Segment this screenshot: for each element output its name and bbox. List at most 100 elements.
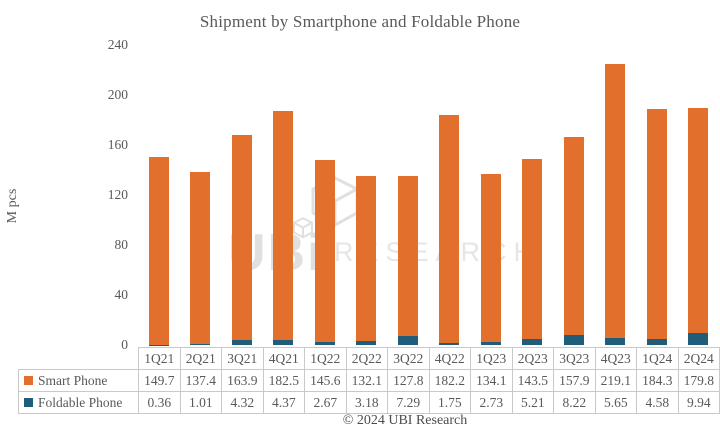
bar-segment-smart-phone xyxy=(231,134,252,340)
bar-slot-3q23 xyxy=(553,45,595,345)
legend-swatch-icon xyxy=(24,397,33,407)
bar-segment-smart-phone xyxy=(522,159,543,339)
legend-swatch-icon xyxy=(24,375,33,385)
y-tick-label: 80 xyxy=(114,237,129,252)
table-cell: 4.37 xyxy=(262,391,305,414)
table-corner-cell xyxy=(19,348,139,370)
series-name: Foldable Phone xyxy=(38,394,123,410)
table-col-header: 2Q23 xyxy=(511,347,554,370)
table-cell: 134.1 xyxy=(470,369,513,392)
bar-segment-foldable-phone xyxy=(314,341,335,345)
bar-segment-smart-phone xyxy=(439,115,460,343)
table-col-header: 2Q21 xyxy=(179,347,222,370)
table-cell: 127.8 xyxy=(387,369,430,392)
chart-data-table: 1Q21 2Q21 3Q21 4Q21 1Q22 2Q22 3Q22 4Q22 1Q23 2Q23… xyxy=(18,347,720,414)
table-cell: 5.65 xyxy=(594,391,637,414)
table-cell: 182.5 xyxy=(262,369,305,392)
bar-segment-smart-phone xyxy=(646,108,667,340)
table-col-header: 3Q21 xyxy=(221,347,264,370)
table-cell: 9.94 xyxy=(677,391,720,414)
stacked-bar xyxy=(439,115,460,345)
table-col-header: 4Q22 xyxy=(428,347,471,370)
table-cell: 4.58 xyxy=(636,391,679,414)
bar-segment-smart-phone xyxy=(273,111,294,340)
table-cell: 2.73 xyxy=(470,391,513,414)
stacked-bar xyxy=(231,134,252,345)
bar-segment-foldable-phone xyxy=(231,339,252,345)
table-col-header: 2Q24 xyxy=(677,347,720,370)
bar-segment-foldable-phone xyxy=(563,334,584,345)
table-cell: 5.21 xyxy=(511,391,554,414)
bar-segment-smart-phone xyxy=(356,175,377,342)
bar-segment-smart-phone xyxy=(397,176,418,336)
table-row-foldable-phone: Foldable Phone 0.36 1.01 4.32 4.37 2.67 3.18 7.… xyxy=(18,391,720,414)
table-col-header: 1Q23 xyxy=(470,347,513,370)
table-cell: 4.32 xyxy=(221,391,264,414)
legend-cell: Foldable Phone xyxy=(18,391,139,414)
table-col-header: 3Q22 xyxy=(387,347,430,370)
bar-slot-1q24 xyxy=(636,45,678,345)
legend-cell: Smart Phone xyxy=(18,369,139,392)
stacked-bar xyxy=(522,159,543,345)
table-cell: 7.29 xyxy=(387,391,430,414)
stacked-bar xyxy=(273,111,294,345)
bar-slot-1q23 xyxy=(470,45,512,345)
bars-container xyxy=(138,45,719,345)
table-cell: 8.22 xyxy=(553,391,596,414)
bar-segment-smart-phone xyxy=(563,137,584,335)
stacked-bar xyxy=(480,173,501,345)
table-header-row: 1Q21 2Q21 3Q21 4Q21 1Q22 2Q22 3Q22 4Q22 1Q23 2Q23… xyxy=(19,347,720,370)
bar-segment-smart-phone xyxy=(605,64,626,338)
bar-segment-foldable-phone xyxy=(397,335,418,345)
stacked-bar xyxy=(605,64,626,345)
stacked-bar xyxy=(148,157,169,345)
bar-segment-foldable-phone xyxy=(646,339,667,345)
table-cell: 0.36 xyxy=(138,391,181,414)
table-cell: 163.9 xyxy=(221,369,264,392)
table-cell: 149.7 xyxy=(138,369,181,392)
bar-segment-foldable-phone xyxy=(605,337,626,345)
table-body: Smart Phone 149.7 137.4 163.9 182.5 145.6 132.… xyxy=(18,369,720,414)
bar-slot-4q21 xyxy=(263,45,305,345)
table-cell: 137.4 xyxy=(179,369,222,392)
bar-segment-foldable-phone xyxy=(688,332,709,345)
bar-slot-2q24 xyxy=(678,45,720,345)
bar-slot-2q21 xyxy=(180,45,222,345)
table-col-header: 2Q22 xyxy=(345,347,388,370)
bar-segment-smart-phone xyxy=(314,159,335,342)
y-tick-label: 240 xyxy=(107,37,128,52)
bar-segment-smart-phone xyxy=(190,172,211,344)
y-tick-label: 0 xyxy=(121,337,128,352)
table-cell: 219.1 xyxy=(594,369,637,392)
table-cell: 184.3 xyxy=(636,369,679,392)
bar-segment-foldable-phone xyxy=(439,342,460,345)
stacked-bar xyxy=(563,137,584,345)
y-tick-label: 200 xyxy=(107,87,128,102)
bar-slot-2q23 xyxy=(512,45,554,345)
y-tick-label: 160 xyxy=(107,137,128,152)
stacked-bar xyxy=(397,176,418,345)
table-cell: 182.2 xyxy=(428,369,471,392)
bar-segment-foldable-phone xyxy=(273,339,294,345)
chart-title: Shipment by Smartphone and Foldable Phon… xyxy=(199,12,521,31)
table-col-header: 1Q22 xyxy=(304,347,347,370)
table-col-header: 4Q23 xyxy=(594,347,637,370)
table-cell: 1.75 xyxy=(428,391,471,414)
bar-segment-smart-phone xyxy=(148,157,169,345)
bar-segment-smart-phone xyxy=(480,173,501,342)
stacked-bar xyxy=(646,108,667,345)
copyright-text: © 2024 UBI Research xyxy=(342,413,468,428)
y-tick-label: 120 xyxy=(107,187,128,202)
table-cell: 3.18 xyxy=(345,391,388,414)
table-col-header: 3Q23 xyxy=(553,347,596,370)
bar-slot-3q22 xyxy=(387,45,429,345)
table-cell: 143.5 xyxy=(511,369,554,392)
table-cell: 179.8 xyxy=(677,369,720,392)
bar-slot-1q22 xyxy=(304,45,346,345)
plot-area: UBi RESEARCH xyxy=(138,45,719,345)
table-cell: 1.01 xyxy=(179,391,222,414)
bar-segment-foldable-phone xyxy=(480,341,501,345)
table-col-header: 4Q21 xyxy=(262,347,305,370)
table-col-header: 1Q21 xyxy=(138,347,181,370)
